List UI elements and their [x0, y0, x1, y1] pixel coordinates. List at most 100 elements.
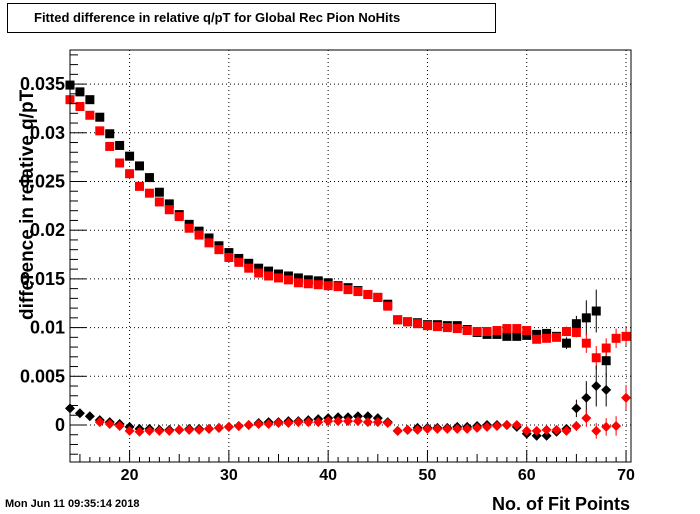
data-point-square [105, 129, 115, 139]
data-point-diamond [184, 424, 195, 435]
data-point-diamond [273, 418, 284, 429]
data-point-diamond [283, 418, 294, 429]
data-point-square [383, 301, 393, 311]
data-point-square [85, 110, 95, 120]
data-point-square [194, 230, 204, 240]
data-markers [65, 80, 632, 441]
data-point-square [442, 323, 452, 333]
data-point-square [532, 329, 542, 339]
data-point-diamond [601, 384, 612, 395]
data-point-diamond [293, 417, 304, 428]
data-point-square [581, 338, 591, 348]
data-point-diamond [482, 421, 493, 432]
y-tick-label: 0.025 [20, 171, 65, 191]
data-point-square [601, 343, 611, 353]
data-point-diamond [571, 403, 582, 414]
data-point-diamond [194, 424, 205, 435]
data-point-square [164, 205, 174, 215]
y-tick-label: 0.035 [20, 74, 65, 94]
data-point-diamond [521, 425, 532, 436]
x-tick-label: 50 [419, 467, 437, 484]
x-tick-label: 30 [220, 467, 238, 484]
data-point-diamond [263, 419, 274, 430]
data-point-diamond [382, 418, 393, 429]
timestamp-footer: Mon Jun 11 09:35:14 2018 [5, 498, 140, 510]
data-point-square [542, 328, 552, 338]
data-point-square [264, 271, 274, 281]
data-point-square [125, 151, 135, 161]
x-tick-label: 60 [518, 467, 536, 484]
data-point-diamond [442, 423, 453, 434]
data-point-square [204, 238, 214, 248]
data-point-square [144, 173, 154, 183]
data-point-diamond [621, 392, 632, 403]
data-point-diamond [581, 413, 592, 424]
data-point-diamond [611, 420, 622, 431]
x-tick-label: 40 [319, 467, 337, 484]
data-point-diamond [541, 424, 552, 435]
data-point-diamond [154, 425, 165, 436]
data-point-diamond [204, 423, 215, 434]
data-point-square [115, 140, 125, 150]
data-point-diamond [362, 411, 373, 422]
data-point-square [214, 245, 224, 255]
x-tick-label: 70 [617, 467, 635, 484]
x-axis-label: No. of Fit Points [492, 494, 630, 514]
data-point-diamond [591, 425, 602, 436]
data-point-square [343, 285, 353, 295]
data-point-square [224, 252, 234, 262]
data-point-diamond [432, 423, 443, 434]
data-point-square [313, 280, 323, 290]
data-point-square [462, 326, 472, 336]
data-point-diamond [114, 420, 125, 431]
data-point-square [125, 169, 135, 179]
data-point-diamond [581, 392, 592, 403]
data-point-square [95, 112, 105, 122]
data-point-square [611, 333, 621, 343]
data-point-square [85, 95, 95, 105]
data-point-square [115, 158, 125, 168]
data-point-square [373, 292, 383, 302]
data-point-diamond [333, 416, 344, 427]
data-point-square [303, 279, 313, 289]
data-point-square [184, 223, 194, 233]
data-point-square [561, 338, 571, 348]
data-point-square [174, 212, 184, 222]
y-tick-label: 0.015 [20, 269, 65, 289]
data-point-diamond [372, 417, 383, 428]
data-point-square [204, 233, 214, 243]
data-point-square [601, 356, 611, 366]
data-point-square [413, 319, 423, 329]
data-point-square [512, 324, 522, 334]
data-point-square [512, 331, 522, 341]
x-tick-label: 20 [121, 467, 139, 484]
data-point-square [591, 306, 601, 316]
data-point-square [293, 273, 303, 283]
data-point-square [422, 321, 432, 331]
data-point-square [144, 188, 154, 198]
data-point-square [323, 281, 333, 291]
data-point-square [224, 248, 234, 258]
data-point-square [522, 326, 532, 336]
data-point-diamond [402, 424, 413, 435]
data-point-square [254, 263, 264, 273]
data-point-diamond [561, 425, 572, 436]
data-point-square [472, 326, 482, 336]
data-point-diamond [223, 421, 234, 432]
data-point-square [561, 326, 571, 336]
data-point-diamond [174, 424, 185, 435]
data-point-square [363, 289, 373, 299]
data-point-diamond [541, 430, 552, 441]
data-point-square [105, 141, 115, 151]
data-point-diamond [452, 423, 463, 434]
data-point-square [621, 331, 631, 341]
axis-ticks: 20 30 40 50 60 70 0 0.005 0.01 0.015 0.02 0.025 0.03… [20, 54, 635, 484]
data-point-square [135, 181, 145, 191]
data-point-square [353, 287, 363, 297]
data-point-diamond [94, 417, 105, 428]
data-point-diamond [601, 421, 612, 432]
data-point-diamond [392, 425, 403, 436]
data-point-diamond [412, 424, 423, 435]
data-point-square [393, 315, 403, 325]
